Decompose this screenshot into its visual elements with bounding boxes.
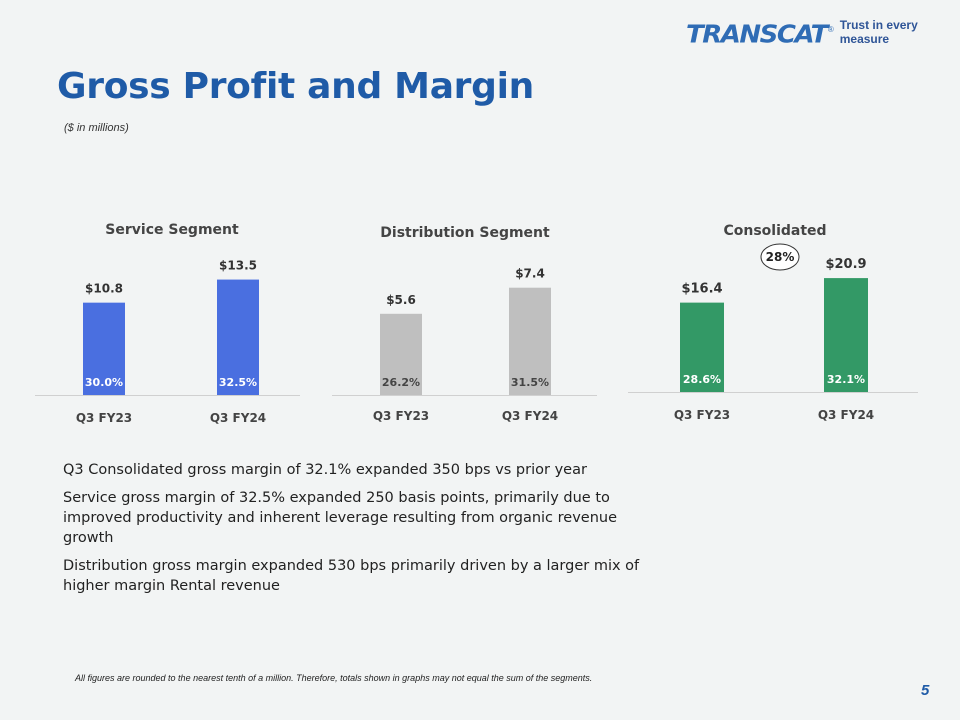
commentary-item: Q3 Consolidated gross margin of 32.1% ex… (63, 462, 587, 478)
chart-title: Consolidated (723, 223, 826, 239)
logo-tagline: Trust in every measure (839, 18, 918, 46)
page-number: 5 (921, 682, 930, 699)
bar-margin-label: 30.0% (85, 376, 123, 389)
category-label: Q3 FY23 (674, 408, 730, 422)
growth-label: 28% (766, 250, 795, 264)
category-label: Q3 FY24 (210, 411, 266, 425)
growth-callout (760, 243, 800, 271)
logo-wordmark: TRANSCAT (686, 20, 828, 50)
commentary-list: Q3 Consolidated gross margin of 32.1% ex… (63, 460, 643, 604)
bar-margin-label: 32.5% (219, 376, 257, 389)
bar-margin-label: 28.6% (683, 373, 721, 386)
transcat-logo: TRANSCAT ® Trust in every measure (686, 18, 960, 50)
bar (509, 287, 551, 395)
bar (83, 302, 125, 395)
bar-value-label: $5.6 (386, 293, 416, 307)
bar-margin-label: 31.5% (511, 376, 549, 389)
category-label: Q3 FY24 (818, 408, 874, 422)
chart-title: Distribution Segment (380, 225, 550, 241)
bar-value-label: $20.9 (825, 257, 866, 272)
logo-registered-mark: ® (827, 25, 834, 34)
chart-title: Service Segment (105, 222, 239, 238)
bar-value-label: $7.4 (515, 267, 545, 281)
bar (217, 279, 259, 395)
footnote: All figures are rounded to the nearest t… (75, 673, 593, 683)
commentary-item: Service gross margin of 32.5% expanded 2… (63, 490, 618, 546)
category-label: Q3 FY24 (502, 409, 558, 423)
commentary-item: Distribution gross margin expanded 530 b… (63, 558, 640, 594)
bar-value-label: $10.8 (85, 282, 123, 296)
bar-margin-label: 32.1% (827, 373, 865, 386)
page-subtitle: ($ in millions) (64, 122, 129, 134)
category-label: Q3 FY23 (76, 411, 132, 425)
bar (824, 278, 868, 392)
bar (380, 313, 422, 395)
gross-profit-charts: Service Segment $10.8 30.0% Q3 FY23 $13.5 32.… (35, 222, 918, 425)
bar-value-label: $13.5 (219, 259, 257, 273)
bar-value-label: $16.4 (681, 282, 722, 297)
category-label: Q3 FY23 (373, 409, 429, 423)
bar (680, 302, 724, 392)
bar-margin-label: 26.2% (382, 376, 420, 389)
page-title: Gross Profit and Margin (57, 66, 534, 107)
